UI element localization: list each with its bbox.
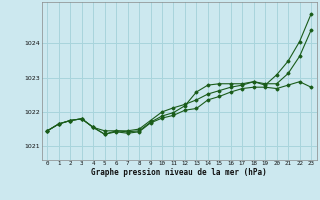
X-axis label: Graphe pression niveau de la mer (hPa): Graphe pression niveau de la mer (hPa) — [91, 168, 267, 177]
